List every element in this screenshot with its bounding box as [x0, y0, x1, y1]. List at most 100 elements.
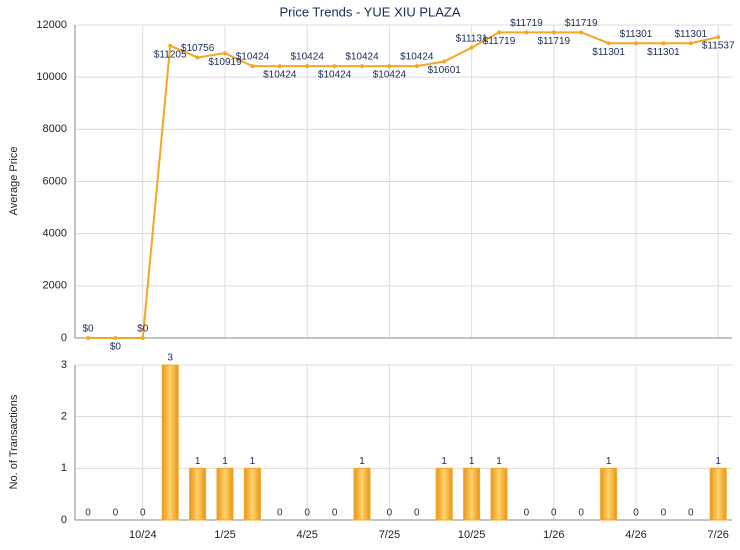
- price-point: [606, 41, 611, 46]
- bar: [435, 467, 453, 521]
- y-tick-label: 3: [61, 359, 67, 371]
- value-label: $11719: [537, 36, 570, 47]
- bar: [189, 467, 207, 521]
- value-label: $10601: [428, 65, 462, 76]
- value-label: 0: [633, 508, 639, 519]
- x-tick-label: 1/25: [214, 529, 235, 541]
- x-tick-label: 4/26: [625, 529, 646, 541]
- price-point: [113, 336, 118, 340]
- y-tick-label: 1: [61, 462, 67, 474]
- value-label: 1: [715, 456, 721, 467]
- y-tick-label: 0: [61, 332, 67, 344]
- value-label: 0: [524, 508, 530, 519]
- bar: [463, 467, 481, 521]
- bar: [161, 364, 179, 521]
- value-label: 1: [250, 456, 256, 467]
- price-point: [634, 41, 638, 46]
- price-point: [469, 45, 474, 50]
- price-point: [414, 64, 419, 69]
- y-tick-label: 12000: [36, 19, 67, 31]
- value-label: 0: [688, 508, 694, 519]
- price-point: [277, 64, 282, 69]
- bar: [353, 467, 371, 521]
- price-point: [223, 51, 227, 56]
- value-label: 1: [222, 456, 228, 467]
- value-label: 0: [551, 508, 557, 519]
- bar: [243, 467, 261, 521]
- value-label: $11537: [702, 41, 735, 52]
- value-label: 0: [277, 508, 283, 519]
- price-point: [360, 64, 364, 69]
- value-label: 1: [359, 456, 365, 467]
- value-label: 1: [606, 456, 612, 467]
- y-tick-label: 0: [61, 514, 67, 526]
- value-label: $10424: [318, 70, 352, 81]
- chart-title: Price Trends - YUE XIU PLAZA: [279, 4, 460, 19]
- price-point: [86, 336, 90, 340]
- value-label: 1: [496, 456, 502, 467]
- value-label: $11131: [456, 33, 488, 44]
- value-label: $0: [110, 342, 122, 353]
- price-point: [661, 41, 666, 46]
- price-point: [497, 30, 501, 35]
- y-tick-label: 6000: [43, 175, 67, 187]
- price-point: [442, 59, 447, 64]
- price-point: [551, 30, 556, 35]
- value-label: 3: [167, 353, 173, 364]
- price-line: [88, 31, 719, 339]
- value-label: 0: [661, 508, 667, 519]
- x-tick-label: 10/24: [129, 529, 157, 541]
- price-point: [140, 336, 145, 340]
- value-label: 0: [304, 508, 310, 519]
- value-label: $11719: [483, 36, 516, 47]
- y-axis-title: Average Price: [8, 147, 20, 216]
- value-label: 0: [85, 508, 91, 519]
- value-label: 1: [469, 456, 475, 467]
- value-label: 0: [113, 508, 119, 519]
- value-label: $11719: [510, 18, 543, 29]
- value-label: $10919: [208, 57, 242, 68]
- price-point: [305, 64, 310, 69]
- x-tick-label: 1/26: [543, 529, 564, 541]
- value-label: $10424: [263, 70, 297, 81]
- y-tick-label: 10000: [36, 71, 67, 83]
- value-label: 0: [414, 508, 420, 519]
- x-tick-label: 10/25: [458, 529, 486, 541]
- value-label: 1: [195, 456, 201, 467]
- value-label: $10424: [236, 52, 270, 63]
- value-label: $0: [137, 324, 149, 335]
- price-point: [332, 64, 337, 69]
- price-point: [716, 35, 721, 40]
- x-tick-label: 4/25: [296, 529, 317, 541]
- bar: [600, 467, 618, 521]
- price-point: [387, 64, 392, 69]
- value-label: $10424: [373, 70, 407, 81]
- y-tick-label: 4000: [43, 228, 67, 240]
- value-label: 1: [441, 456, 447, 467]
- value-label: $0: [82, 324, 94, 335]
- value-label: 0: [578, 508, 584, 519]
- price-point: [579, 30, 584, 35]
- value-label: $11719: [565, 18, 598, 29]
- value-label: $10756: [181, 43, 215, 54]
- value-label: $10424: [291, 52, 325, 63]
- value-label: $10424: [400, 52, 434, 63]
- value-label: $11205: [154, 49, 187, 60]
- y-tick-label: 8000: [43, 123, 67, 135]
- price-point: [250, 64, 255, 69]
- price-point: [688, 41, 693, 46]
- y-tick-label: 2: [61, 411, 67, 423]
- bar: [216, 467, 234, 521]
- value-label: 0: [332, 508, 338, 519]
- bar: [709, 467, 727, 521]
- value-label: $11301: [674, 29, 707, 40]
- value-label: 0: [140, 508, 146, 519]
- value-label: $10424: [345, 52, 379, 63]
- price-point: [524, 30, 529, 35]
- bar: [490, 467, 508, 521]
- price-point: [168, 43, 173, 48]
- value-label: 0: [387, 508, 393, 519]
- price-point: [195, 55, 200, 60]
- x-tick-label: 7/26: [707, 529, 728, 541]
